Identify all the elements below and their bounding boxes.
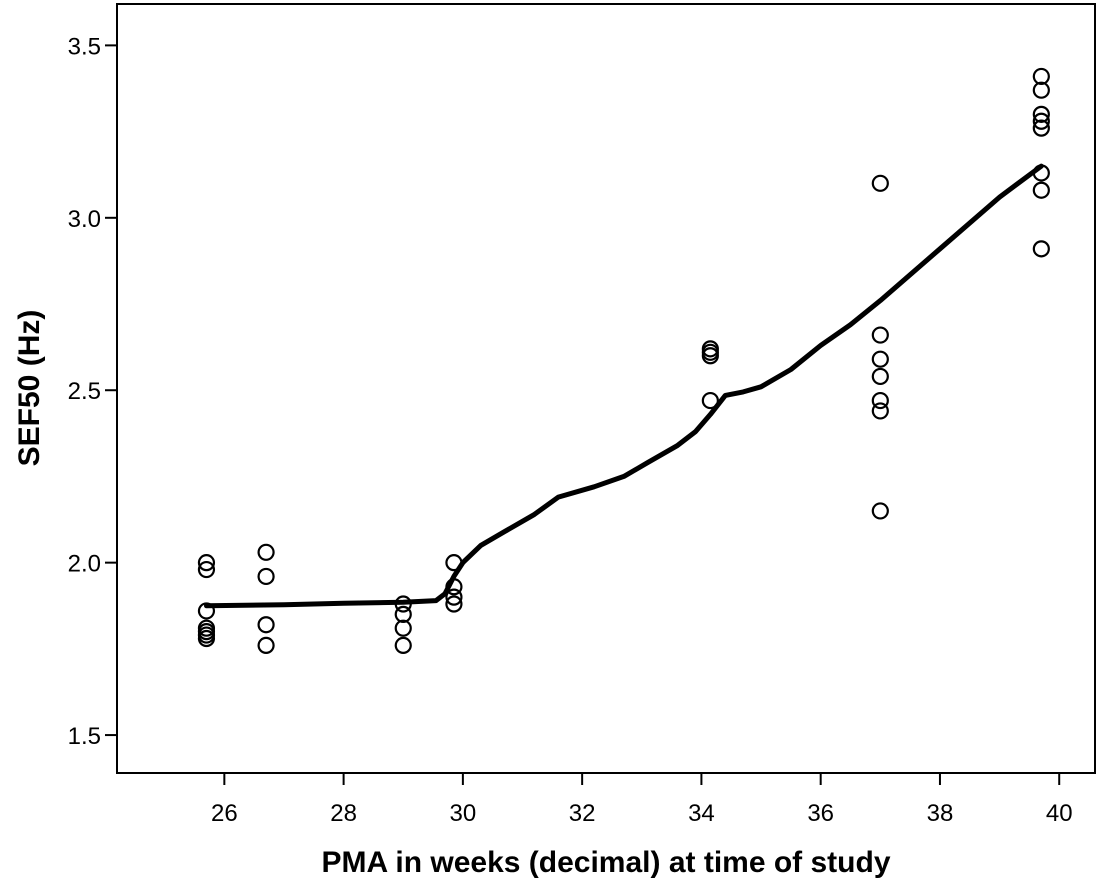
data-point [257,616,275,634]
data-point [871,367,889,386]
data-point [1032,105,1050,123]
y-axis: 1.5 2.0 2.5 3.0 3.5 [68,33,117,750]
y-tick-label: 2.5 [68,378,101,405]
data-point [1032,112,1050,130]
data-point [445,588,463,606]
fit-line [204,163,1044,609]
data-point [1032,181,1050,199]
x-tick-label: 36 [807,800,834,827]
data-point [1032,81,1050,99]
y-tick-label: 2.0 [68,551,101,578]
data-point [1032,164,1050,182]
y-axis-title: SEF50 (Hz) [13,310,46,467]
y-tick-label: 3.0 [68,206,101,233]
data-point [1032,119,1050,137]
x-tick-label: 30 [450,800,477,827]
data-point [394,595,412,613]
data-point [257,543,275,561]
data-point [871,402,889,420]
data-point [394,619,412,637]
data-point [197,602,216,620]
data-point [394,636,412,655]
data-point [701,347,719,365]
x-axis-title: PMA in weeks (decimal) at time of study [321,846,890,879]
x-tick-label: 28 [330,800,357,827]
x-tick-label: 32 [569,800,596,827]
data-point [1032,67,1050,86]
data-point [445,578,463,596]
x-axis: 26 28 30 32 34 36 38 40 [211,773,1073,827]
data-point [701,391,719,410]
plot-frame [116,3,1096,774]
data-point [445,595,463,613]
y-tick-label: 1.5 [68,723,101,750]
data-point [197,560,216,579]
data-point [257,567,275,586]
points-layer [197,67,1050,655]
data-point [257,636,275,655]
data-point [197,554,216,572]
x-tick-label: 38 [927,800,954,827]
data-point [445,554,463,572]
data-point [871,350,889,368]
data-point [197,629,216,648]
data-point [871,326,889,344]
data-point [871,502,889,520]
data-point [701,343,719,361]
fit-line-layer [204,163,1044,609]
x-tick-label: 40 [1046,800,1073,827]
data-point [871,174,889,192]
data-point [394,605,412,623]
data-point [1032,240,1050,258]
x-tick-label: 34 [688,800,715,827]
y-tick-label: 3.5 [68,33,101,60]
data-point [871,391,889,410]
x-tick-label: 26 [211,800,238,827]
